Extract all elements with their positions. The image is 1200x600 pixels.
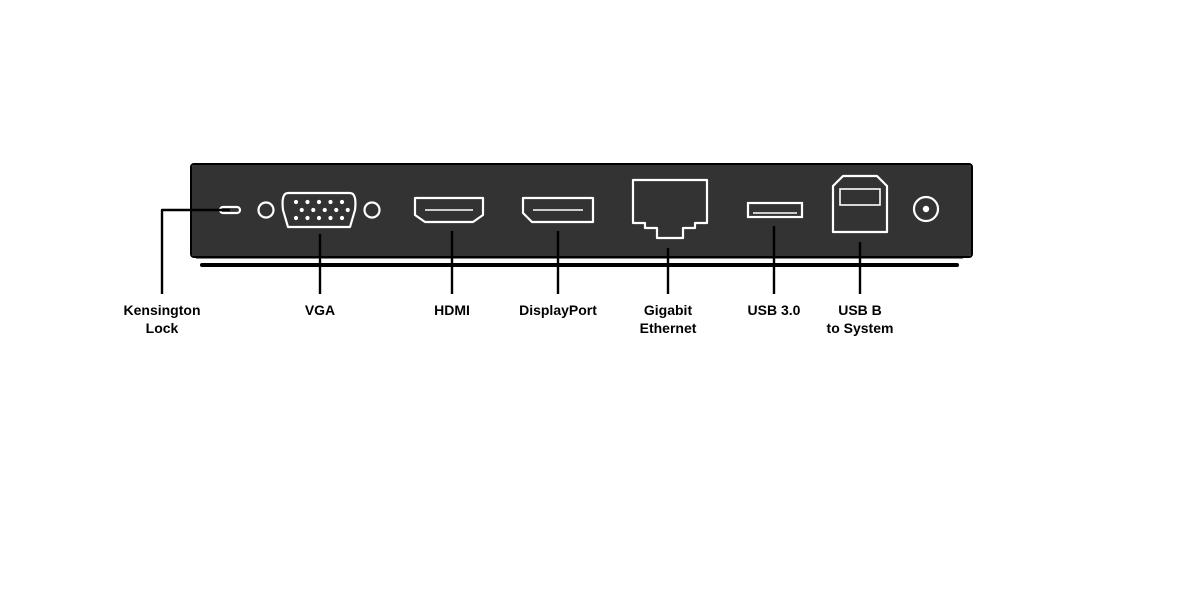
dock-face [192, 165, 971, 256]
label-kensington: Kensington Lock [124, 302, 201, 337]
label-usb3: USB 3.0 [748, 302, 801, 320]
dock-body [190, 163, 973, 258]
label-dp: DisplayPort [519, 302, 597, 320]
diagram-stage: Kensington Lock VGA HDMI DisplayPort Gigabit… [0, 0, 1200, 600]
label-vga: VGA [305, 302, 335, 320]
label-usbb: USB B to System [827, 302, 894, 337]
label-eth: Gigabit Ethernet [640, 302, 697, 337]
label-hdmi: HDMI [434, 302, 470, 320]
port-overlay [0, 0, 1200, 600]
